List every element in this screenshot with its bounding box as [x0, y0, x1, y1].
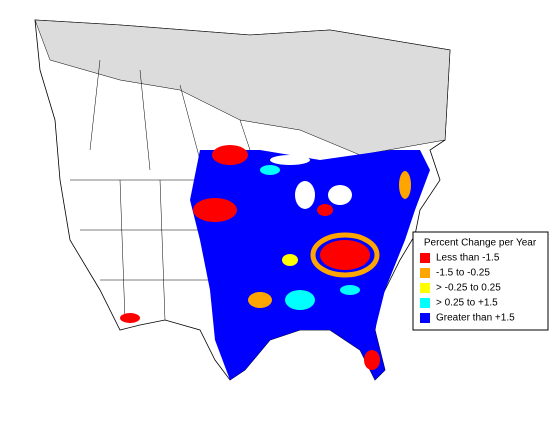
legend: Percent Change per Year Less than -1.5 -1… — [412, 231, 549, 331]
legend-label: > 0.25 to +1.5 — [436, 298, 498, 309]
legend-swatch — [420, 313, 430, 323]
legend-swatch — [420, 253, 430, 263]
blue-region — [190, 150, 430, 380]
legend-label: Greater than +1.5 — [436, 313, 515, 324]
legend-swatch — [420, 298, 430, 308]
legend-title: Percent Change per Year — [424, 238, 537, 249]
legend-swatch — [420, 283, 430, 293]
change-patches — [120, 145, 411, 370]
legend-box — [412, 231, 549, 331]
legend-swatch — [420, 268, 430, 278]
legend-label: > -0.25 to 0.25 — [436, 283, 501, 294]
region-lines — [70, 59, 251, 321]
legend-label: Less than -1.5 — [436, 253, 500, 264]
legend-label: -1.5 to -0.25 — [436, 268, 490, 279]
